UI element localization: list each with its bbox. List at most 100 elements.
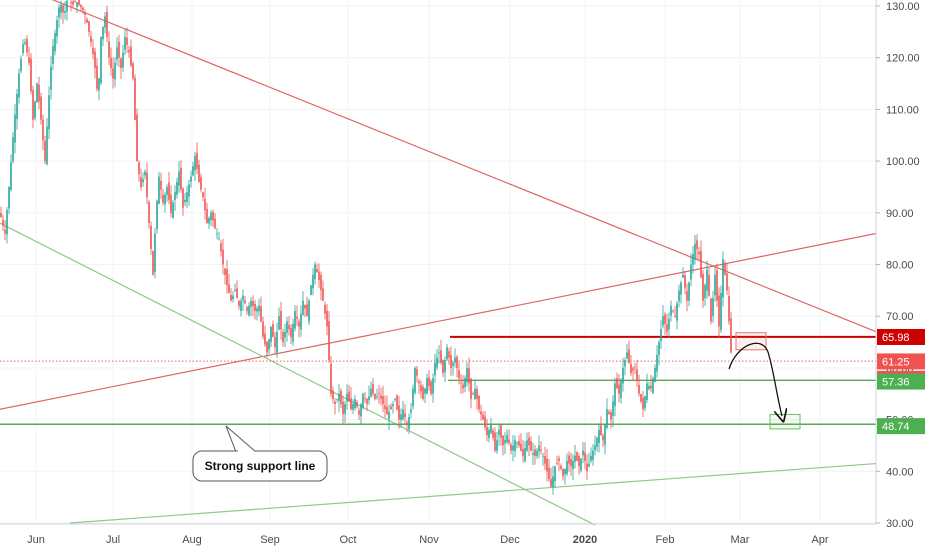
green-falling-trendline[interactable] [0,222,596,526]
candle-body [322,288,324,301]
candle-body [146,172,148,198]
resistance-trendline[interactable] [0,0,877,333]
candle [288,316,290,336]
candle-body [212,212,214,221]
candle [652,376,654,395]
candle [86,17,88,23]
target-red-box[interactable] [735,332,767,351]
drawn-lines-layer [0,0,877,526]
candle [722,251,724,307]
candle-body [588,463,590,467]
candle-body [182,188,184,208]
candle-body [730,318,732,353]
candle [330,356,332,398]
target-green-box[interactable] [769,413,801,430]
candle [148,200,150,229]
candle [526,432,528,453]
candle-body [576,451,578,461]
callout-label: Strong support line [205,459,316,473]
candle [628,340,630,365]
candle [678,284,680,308]
candle [730,311,732,354]
candle-body [682,274,684,278]
time-axis[interactable]: Jun Jul Aug Sep Oct Nov Dec 2020 Feb Mar Apr [27,534,829,546]
candle-body [618,384,620,394]
candle-body [640,393,642,402]
candle [440,339,442,365]
candle-body [276,331,278,353]
candle [26,35,28,57]
candle-body [658,342,660,355]
candle [266,340,268,358]
projection-arrow[interactable] [728,342,782,416]
candle [270,326,272,348]
candle [70,0,72,12]
candle-body [200,177,202,190]
candle-body [706,269,708,291]
candle-body [266,342,268,353]
candle [80,4,82,11]
candle-body [432,378,434,394]
candle [360,402,362,425]
candle [216,227,218,240]
price-label-text: 57.36 [882,377,910,389]
candle-body [238,301,240,306]
price-axis[interactable]: 30.0040.0050.0060.0070.0080.0090.00100.0… [876,1,920,530]
candle [590,447,592,464]
candle-body [700,251,702,278]
candle [394,397,396,402]
candle [118,34,120,68]
candlestick-series [0,0,732,495]
candle-body [698,251,700,255]
candle [428,370,430,391]
candle [324,301,326,320]
candle [538,435,540,459]
candle-body [196,153,198,169]
candle-body [154,233,156,273]
green-rising-support-line[interactable] [69,462,877,524]
candle [522,439,524,463]
candle [220,239,222,257]
candle-body [620,380,622,398]
candle [698,246,700,262]
candle [260,296,262,323]
candle-body [554,466,556,482]
candle-body [306,304,308,317]
candle [600,416,602,436]
candle-body [402,409,404,420]
candle-body [342,401,344,415]
candle-body [294,311,296,329]
candle [488,427,490,443]
support-callout[interactable]: Strong support line [192,425,328,482]
candle [726,263,728,296]
candle [72,0,74,8]
candle [542,452,544,466]
candle-body [14,114,16,143]
candle [304,304,306,317]
candle [214,213,216,230]
candle-body [170,194,172,213]
candle [176,177,178,199]
candle [142,172,144,187]
candle-body [708,274,710,296]
candle [724,260,726,276]
candle-body [344,404,346,414]
rising-red-trendline[interactable] [0,232,877,410]
candle [240,297,242,317]
candle [704,283,706,307]
candle [160,172,162,200]
x-tick-label: Mar [731,534,750,546]
candle-body [424,388,426,394]
candle [252,295,254,316]
candle-body [626,352,628,359]
candle [560,463,562,471]
candle-body [560,465,562,469]
candle [300,305,302,337]
candle-body [128,49,130,53]
candle-body [96,65,98,89]
candle [412,384,414,410]
candle [44,135,46,165]
candle [508,429,510,446]
candle [484,410,486,431]
